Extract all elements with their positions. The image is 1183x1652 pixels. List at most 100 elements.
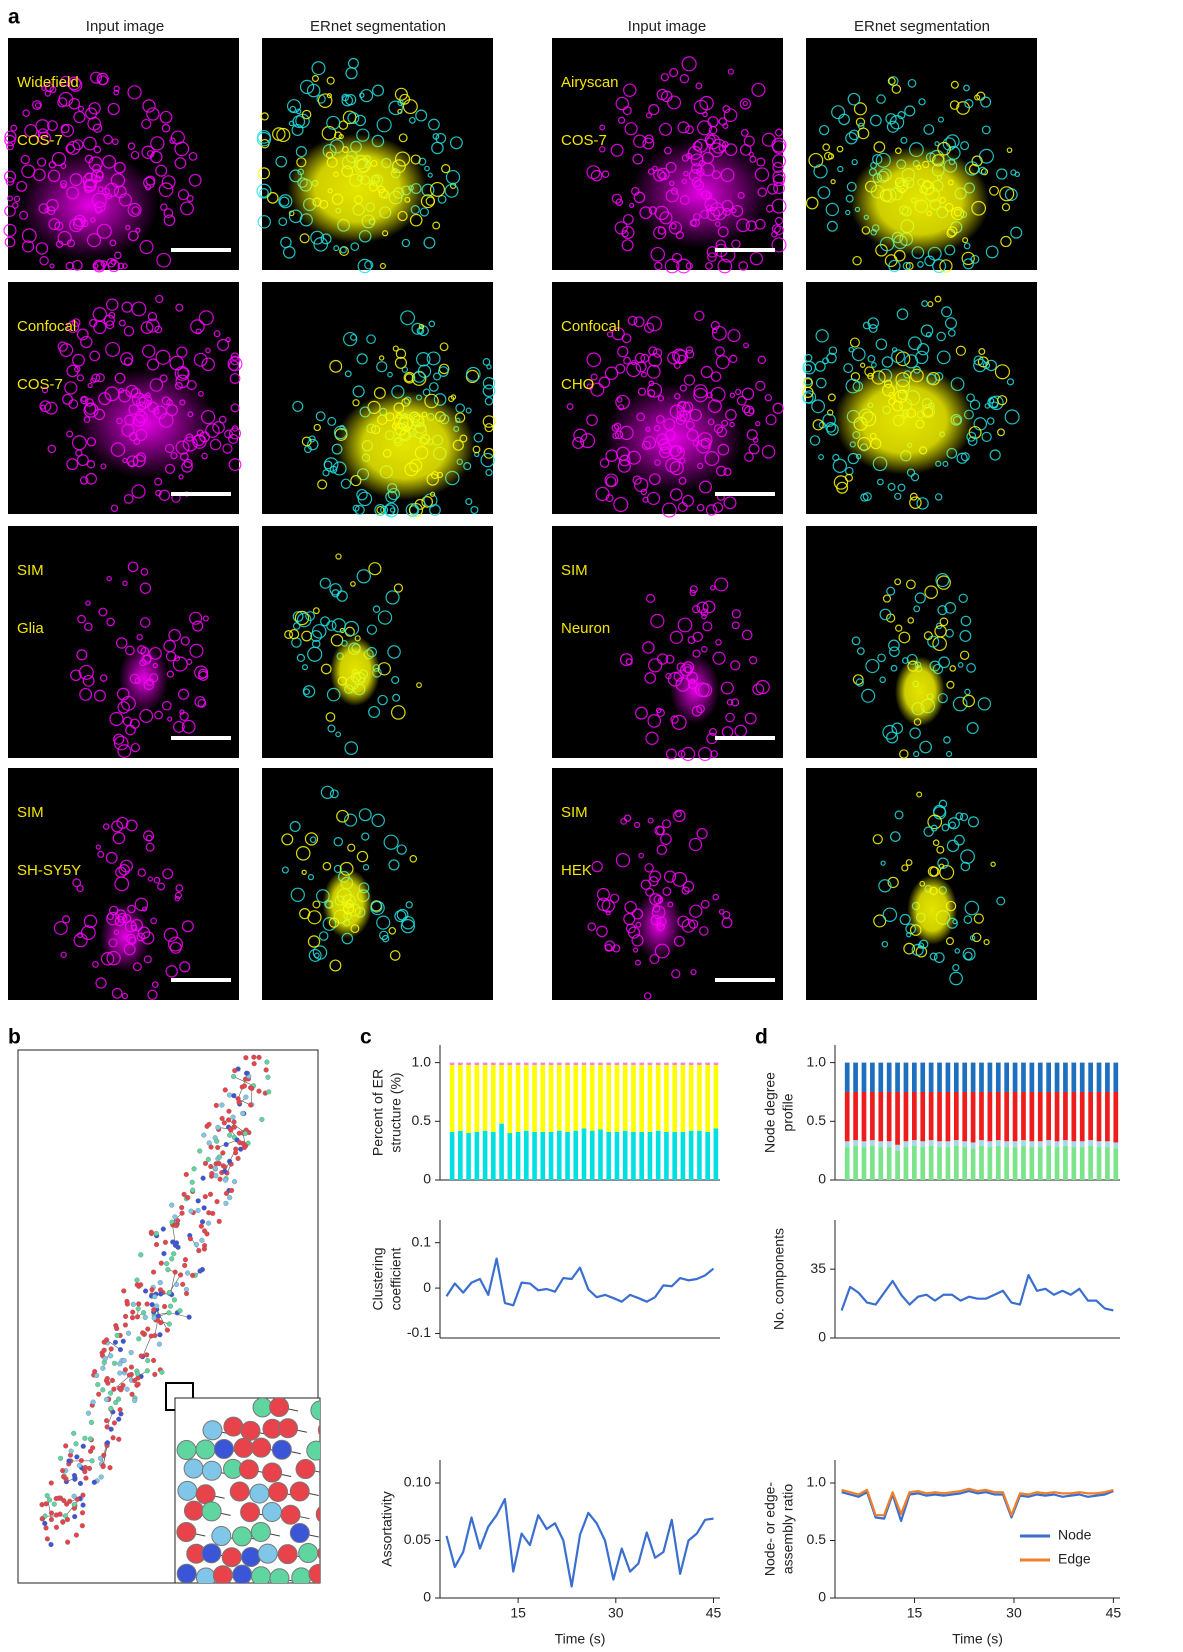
er-mesh <box>146 150 154 157</box>
er-mesh <box>868 324 878 333</box>
network-node <box>91 1479 97 1485</box>
er-mesh <box>867 317 880 329</box>
er-mesh <box>661 90 673 103</box>
er-mesh <box>999 186 1015 202</box>
network-node <box>209 1170 215 1177</box>
er-mesh <box>952 963 960 972</box>
er-mesh <box>201 357 216 372</box>
scale-bar <box>171 248 231 252</box>
er-mesh <box>889 646 900 658</box>
er-mesh <box>333 245 340 252</box>
er-mesh <box>122 580 128 587</box>
er-mesh <box>590 169 603 182</box>
er-mesh <box>307 910 322 925</box>
er-mesh <box>482 415 496 428</box>
er-mesh <box>139 617 151 628</box>
er-mesh <box>352 399 360 407</box>
er-mesh <box>4 205 16 217</box>
er-mesh <box>85 472 97 485</box>
network-node <box>82 1464 88 1471</box>
network-node <box>76 1462 82 1469</box>
er-mesh <box>389 950 401 961</box>
bar-segment <box>886 1062 892 1092</box>
bar-segment <box>953 1140 959 1146</box>
bar-segment <box>1021 1145 1026 1180</box>
er-mesh <box>966 663 976 673</box>
network-node <box>116 1436 122 1442</box>
network-node <box>205 1156 211 1162</box>
network-node <box>158 1291 164 1297</box>
er-mesh <box>151 981 159 989</box>
er-mesh <box>700 365 713 379</box>
bar-segment <box>589 1130 595 1180</box>
bar-segment <box>672 1062 677 1065</box>
er-mesh <box>673 349 689 365</box>
network-node <box>166 1310 172 1316</box>
inset-node <box>240 1502 261 1523</box>
inset-node <box>251 1566 272 1583</box>
er-mesh <box>692 631 703 643</box>
er-mesh <box>899 749 909 759</box>
er-mesh <box>932 839 940 847</box>
er-mesh <box>320 785 335 799</box>
er-mesh <box>1010 169 1017 176</box>
bar-segment <box>482 1062 488 1065</box>
er-mesh <box>437 366 449 377</box>
bar-segment <box>911 1140 917 1146</box>
network-node <box>108 1390 114 1396</box>
er-mesh <box>484 396 494 406</box>
er-mesh <box>418 323 425 330</box>
er-mesh <box>652 348 663 358</box>
er-mesh <box>991 401 999 409</box>
er-mesh <box>313 952 320 959</box>
er-mesh <box>125 819 138 832</box>
network-node <box>130 1301 136 1307</box>
er-mesh <box>409 854 418 863</box>
er-mesh <box>983 939 990 946</box>
network-node <box>182 1257 188 1263</box>
er-mesh <box>354 504 365 516</box>
er-mesh <box>881 940 889 948</box>
er-mesh <box>731 621 740 630</box>
er-mesh <box>751 82 766 97</box>
er-mesh <box>396 844 407 855</box>
er-mesh <box>311 639 321 649</box>
er-mesh <box>907 617 915 624</box>
er-mesh <box>645 593 656 604</box>
er-mesh <box>97 850 105 858</box>
er-mesh <box>416 327 425 335</box>
er-mesh <box>705 262 713 270</box>
er-mesh <box>194 665 209 680</box>
er-mesh <box>886 120 900 133</box>
er-mesh <box>106 575 112 582</box>
er-mesh <box>907 78 917 88</box>
inset-node <box>250 1521 271 1542</box>
er-mesh <box>356 850 369 863</box>
er-mesh <box>712 651 726 665</box>
er-mesh <box>379 930 389 941</box>
er-mesh <box>757 355 767 365</box>
dense-region <box>118 642 169 713</box>
er-mesh <box>428 118 440 131</box>
network-node <box>185 1195 191 1201</box>
network-node <box>231 1119 237 1125</box>
er-mesh <box>47 120 58 132</box>
inset-node <box>269 1398 290 1418</box>
network-node <box>129 1315 136 1321</box>
er-mesh <box>93 689 106 702</box>
er-mesh <box>181 920 194 933</box>
er-mesh <box>347 111 360 124</box>
er-mesh <box>290 887 305 902</box>
er-mesh <box>566 403 574 411</box>
network-node <box>195 1207 201 1214</box>
er-mesh <box>851 347 866 362</box>
er-mesh <box>772 174 786 187</box>
x-tick-label: 45 <box>706 1605 722 1621</box>
inset-edge <box>328 1430 347 1434</box>
er-mesh <box>888 639 900 652</box>
bar-segment <box>598 1064 603 1130</box>
er-mesh <box>917 343 930 356</box>
bar-segment <box>1063 1140 1068 1146</box>
network-node <box>266 1089 272 1095</box>
